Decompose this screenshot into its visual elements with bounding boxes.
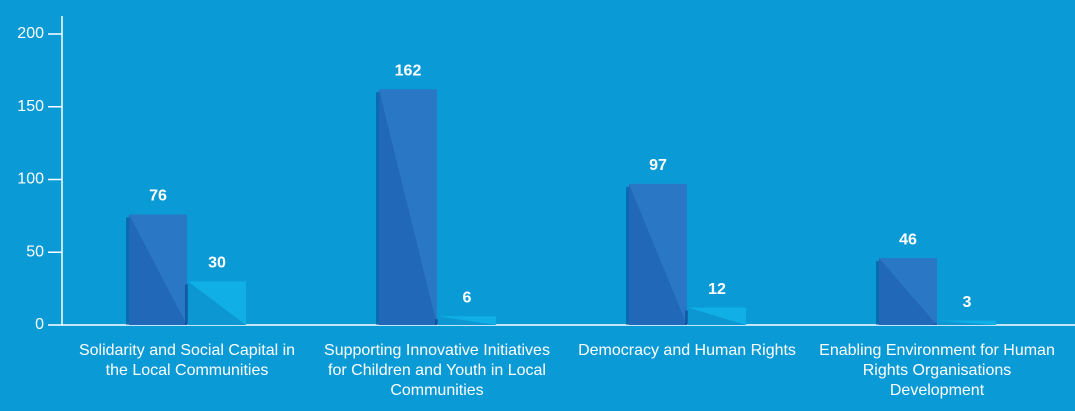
x-tick-label: Solidarity and Social Capital in the Loc… bbox=[78, 342, 296, 379]
bar-shade bbox=[938, 320, 996, 325]
value-label: 97 bbox=[649, 157, 667, 174]
bar-edge bbox=[626, 186, 629, 325]
bar-shade bbox=[438, 316, 496, 325]
y-tick-label: 100 bbox=[17, 171, 44, 188]
value-label: 30 bbox=[208, 255, 226, 272]
bar-edge bbox=[376, 92, 379, 325]
x-tick-label: Supporting Innovative Initiatives for Ch… bbox=[324, 342, 550, 399]
x-tick-label: Democracy and Human Rights bbox=[578, 342, 796, 359]
y-tick-label: 0 bbox=[35, 316, 44, 333]
value-label: 76 bbox=[149, 188, 167, 205]
value-label: 46 bbox=[899, 231, 917, 248]
bar bbox=[938, 320, 996, 325]
y-tick-label: 50 bbox=[26, 243, 44, 260]
bar-edge bbox=[185, 284, 188, 325]
bar bbox=[688, 307, 746, 325]
bar-shade bbox=[129, 214, 187, 325]
bar-edge bbox=[685, 310, 688, 325]
y-tick-label: 150 bbox=[17, 98, 44, 115]
bar-edge bbox=[126, 217, 129, 325]
bar bbox=[379, 89, 437, 325]
bar-shade bbox=[688, 307, 746, 325]
bar bbox=[438, 316, 496, 325]
x-tick-label: Enabling Environment for Human Rights Or… bbox=[819, 342, 1055, 399]
bar bbox=[129, 214, 187, 325]
bar bbox=[188, 281, 246, 325]
bar-edge bbox=[935, 323, 938, 325]
value-label: 6 bbox=[463, 289, 472, 306]
bar-shade bbox=[188, 281, 246, 325]
bar bbox=[629, 183, 687, 325]
bar-shade bbox=[879, 258, 937, 325]
bar-shade bbox=[629, 183, 687, 325]
bar-shade bbox=[379, 89, 437, 325]
bar-edge bbox=[876, 261, 879, 325]
value-label: 12 bbox=[708, 281, 726, 298]
bar-edge bbox=[435, 319, 438, 325]
value-label: 3 bbox=[963, 294, 972, 311]
y-tick-label: 200 bbox=[17, 25, 44, 42]
bar bbox=[879, 258, 937, 325]
value-label: 162 bbox=[395, 63, 422, 80]
